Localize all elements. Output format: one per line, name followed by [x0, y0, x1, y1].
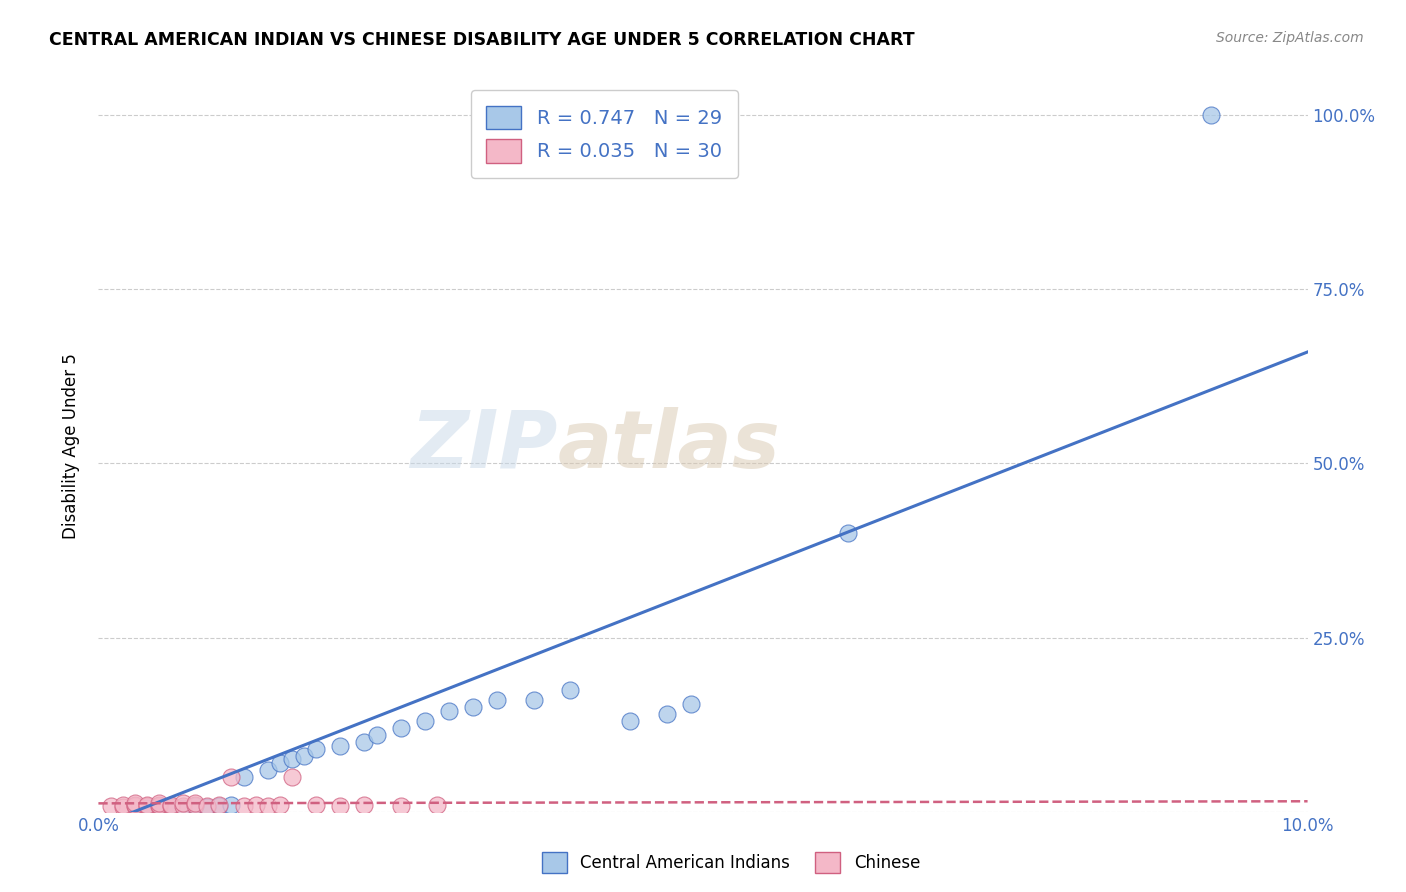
Point — [208, 799, 231, 814]
Point — [124, 797, 146, 811]
Point — [135, 799, 157, 814]
Point — [184, 799, 207, 814]
Point — [281, 752, 304, 766]
Text: atlas: atlas — [558, 407, 780, 485]
Point — [148, 799, 170, 814]
Point — [245, 797, 267, 812]
Point — [486, 693, 509, 707]
Point — [232, 770, 254, 784]
Point — [292, 749, 315, 764]
Point — [100, 799, 122, 814]
Point — [463, 700, 485, 714]
Point — [619, 714, 641, 728]
Point — [679, 697, 702, 711]
Point — [124, 799, 146, 814]
Point — [305, 742, 328, 756]
Point — [1199, 108, 1222, 122]
Point — [135, 801, 157, 815]
Point — [172, 797, 194, 811]
Point — [135, 797, 157, 812]
Point — [353, 797, 375, 812]
Point — [389, 721, 412, 735]
Point — [184, 797, 207, 811]
Point — [305, 797, 328, 812]
Point — [269, 797, 291, 812]
Point — [437, 704, 460, 718]
Point — [353, 735, 375, 749]
Point — [148, 797, 170, 811]
Point — [232, 799, 254, 814]
Legend: R = 0.747   N = 29, R = 0.035   N = 30: R = 0.747 N = 29, R = 0.035 N = 30 — [471, 90, 738, 178]
Y-axis label: Disability Age Under 5: Disability Age Under 5 — [62, 353, 80, 539]
Point — [256, 763, 278, 777]
Text: Source: ZipAtlas.com: Source: ZipAtlas.com — [1216, 31, 1364, 45]
Point — [124, 797, 146, 812]
Point — [195, 800, 218, 814]
Point — [837, 526, 859, 541]
Point — [172, 800, 194, 814]
Point — [160, 797, 183, 812]
Point — [426, 797, 449, 812]
Point — [184, 797, 207, 812]
Point — [160, 800, 183, 814]
Point — [558, 682, 581, 697]
Point — [111, 800, 134, 814]
Text: ZIP: ZIP — [411, 407, 558, 485]
Point — [148, 800, 170, 814]
Point — [172, 799, 194, 814]
Point — [221, 770, 243, 784]
Legend: Central American Indians, Chinese: Central American Indians, Chinese — [536, 846, 927, 880]
Point — [366, 728, 388, 742]
Point — [195, 799, 218, 814]
Text: CENTRAL AMERICAN INDIAN VS CHINESE DISABILITY AGE UNDER 5 CORRELATION CHART: CENTRAL AMERICAN INDIAN VS CHINESE DISAB… — [49, 31, 915, 49]
Point — [523, 693, 546, 707]
Point — [221, 797, 243, 812]
Point — [256, 799, 278, 814]
Point — [269, 756, 291, 770]
Point — [329, 799, 352, 814]
Point — [413, 714, 436, 728]
Point — [655, 707, 678, 722]
Point — [329, 739, 352, 753]
Point — [148, 797, 170, 812]
Point — [111, 797, 134, 812]
Point — [208, 797, 231, 812]
Point — [389, 799, 412, 814]
Point — [281, 770, 304, 784]
Point — [160, 799, 183, 814]
